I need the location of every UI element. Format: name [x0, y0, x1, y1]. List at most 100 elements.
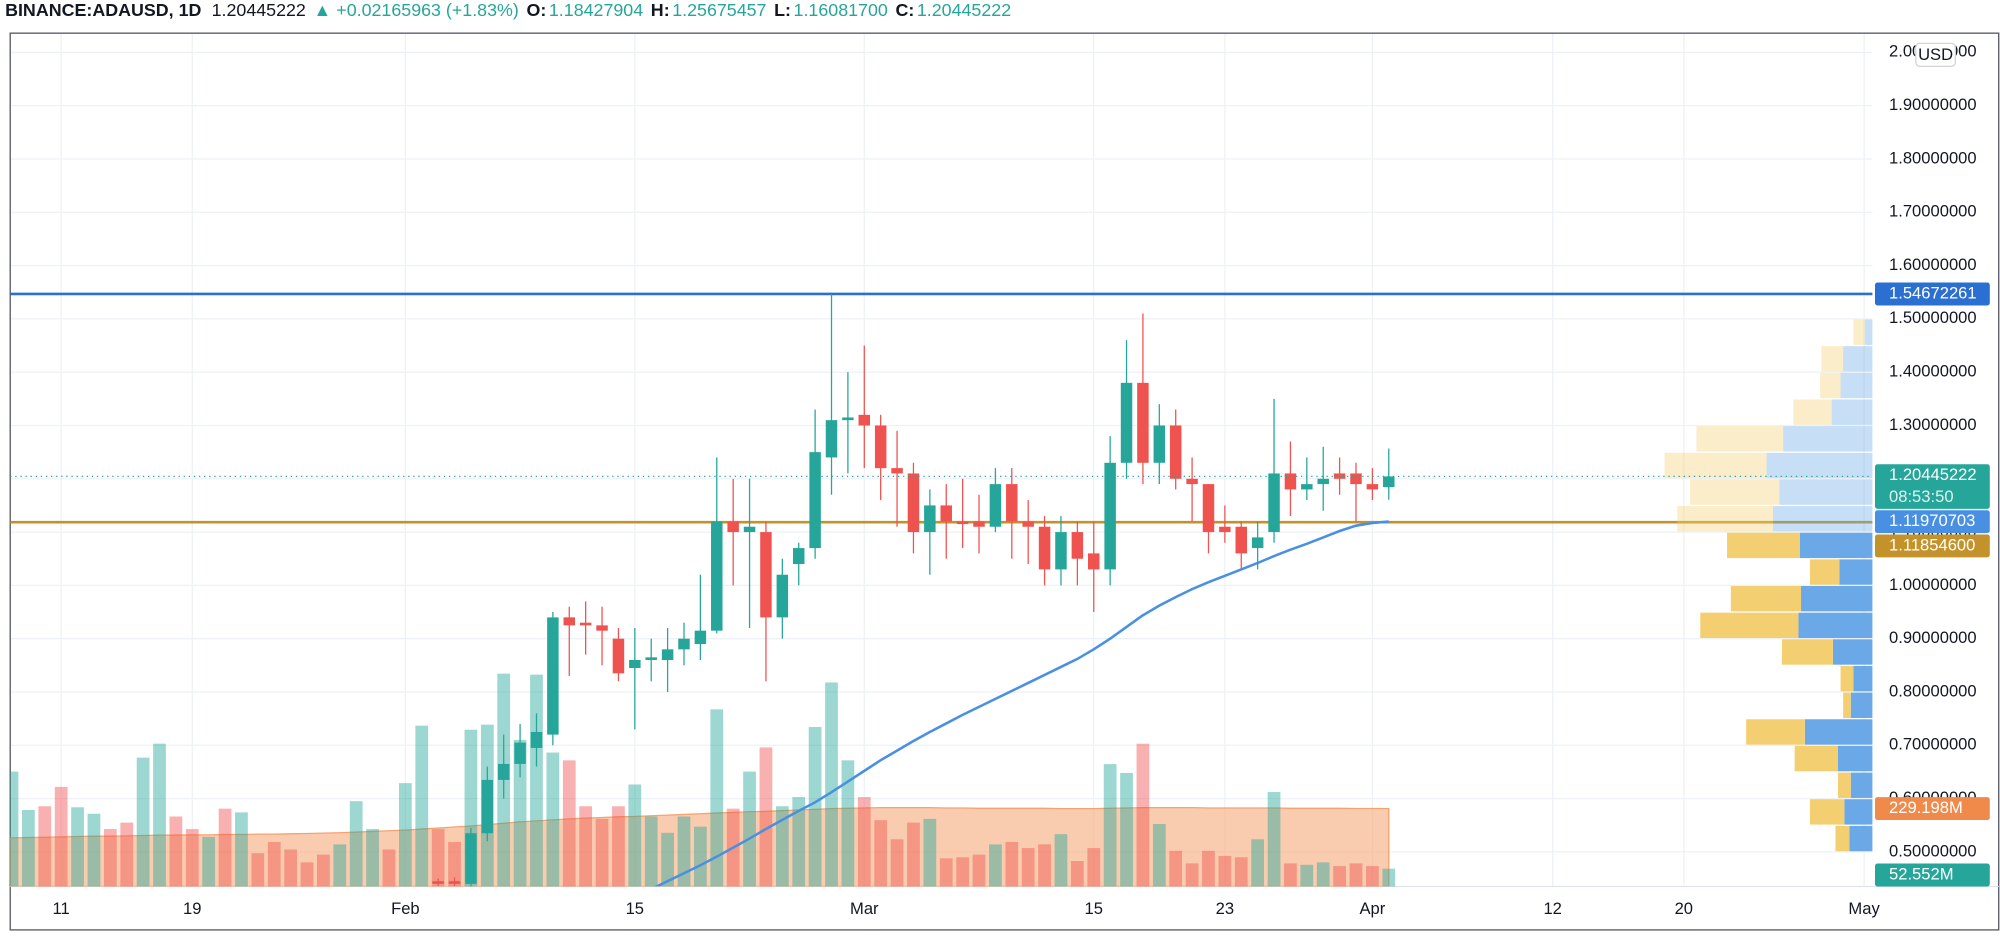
last-price: 1.20445222: [212, 0, 306, 20]
y-tick-label: 0.90000000: [1889, 628, 1977, 647]
profile-up: [1783, 426, 1873, 452]
x-tick-label: Mar: [850, 899, 879, 918]
volume-bar: [562, 760, 576, 887]
profile-up: [1766, 452, 1873, 479]
candle-body: [1350, 473, 1362, 485]
volume-bar: [1366, 866, 1379, 887]
candle-body: [612, 638, 625, 674]
ohlc-value: 1.20445222: [917, 0, 1011, 20]
profile-up: [1838, 745, 1873, 772]
price-tag-bg: [1875, 464, 1990, 509]
volume-bar: [54, 786, 68, 887]
y-tick-label: 1.70000000: [1889, 202, 1977, 221]
candle-body: [973, 521, 985, 527]
profile-down: [1664, 452, 1767, 479]
volume-bar: [1202, 850, 1215, 887]
volume-bar: [1349, 863, 1363, 887]
volume-bar: [398, 783, 412, 887]
volume-bar: [841, 760, 855, 887]
volume-bar: [431, 829, 445, 887]
price-tag: 1.20445222 08:53:50: [1875, 464, 1990, 509]
price-tag: 1.54672261: [1875, 282, 1990, 306]
volume-bar: [710, 709, 724, 887]
ohlc-key: O:: [527, 0, 547, 20]
candle-body: [1137, 382, 1149, 463]
volume-bar: [612, 806, 625, 887]
volume-bar: [87, 813, 101, 887]
price-tag: 52.552M: [1875, 863, 1990, 887]
price-tag-bg: [1875, 534, 1990, 558]
candle-body: [1153, 425, 1166, 463]
profile-up: [1779, 479, 1873, 505]
profile-up: [1864, 319, 1873, 345]
profile-down: [1809, 799, 1845, 825]
volume-bar: [808, 727, 822, 887]
candle-body: [678, 638, 690, 650]
candle-body: [1301, 484, 1313, 490]
x-tick-label: 15: [626, 899, 644, 918]
currency-label: USD: [1918, 45, 1953, 64]
price-tag-text: 229.198M: [1889, 798, 1963, 817]
ma-line: [653, 520, 1389, 887]
candle-body: [956, 521, 969, 525]
y-tick-label: 1.00000000: [1889, 575, 1977, 594]
volume-bar: [1152, 823, 1166, 887]
candle-body: [1202, 484, 1215, 533]
y-tick-label: 1.30000000: [1889, 415, 1977, 434]
price-tag-text: 1.11970703: [1889, 511, 1975, 530]
volume-bar: [1267, 791, 1281, 887]
y-tick-label: 0.70000000: [1889, 735, 1977, 754]
profile-up: [1849, 825, 1873, 852]
volume-bar: [71, 807, 84, 887]
change-arrow: ▲: [314, 0, 332, 20]
candle-body: [481, 779, 494, 834]
grid: [10, 33, 1873, 887]
price-tag-text: 1.54672261: [1889, 283, 1977, 302]
candle-body: [858, 414, 871, 426]
volume-bar: [1120, 772, 1133, 887]
profile-up: [1804, 719, 1873, 745]
profile-down: [1793, 399, 1832, 425]
y-tick-label: 1.80000000: [1889, 148, 1977, 167]
volume-ma-area: [10, 806, 1390, 887]
candle-body: [727, 521, 739, 533]
volume-bar: [939, 858, 953, 887]
volume-bar: [202, 836, 216, 887]
candle-body: [907, 473, 920, 533]
profile-up: [1839, 559, 1873, 585]
candle-body: [629, 660, 641, 668]
volume-bar: [972, 854, 986, 887]
price-tag-bg: [1875, 510, 1990, 534]
volume-bar: [415, 725, 429, 887]
price-tag: 1.11854600: [1875, 534, 1990, 558]
volume-bar: [595, 818, 609, 887]
candle-body: [465, 833, 477, 884]
change: +0.02165963 (+1.83%): [336, 0, 519, 20]
volume-bar: [251, 853, 265, 887]
candle-body: [711, 521, 723, 631]
profile-up: [1843, 346, 1873, 372]
volume-bar: [284, 849, 298, 887]
volume-bar: [103, 829, 117, 887]
candle-body: [563, 617, 575, 626]
price-tag-text: 1.20445222: [1889, 465, 1977, 484]
volume-bar: [267, 841, 281, 887]
x-tick-label: 11: [53, 899, 70, 918]
volume-bar: [235, 812, 248, 887]
x-tick-label: 12: [1543, 899, 1561, 918]
ohlc-key: L:: [774, 0, 791, 20]
volume-bar: [10, 771, 19, 887]
volume-bar: [366, 829, 379, 887]
volume-bar: [1103, 764, 1117, 887]
x-tick-label: Feb: [391, 899, 420, 918]
volume-bar: [349, 801, 363, 887]
volume-bar: [382, 849, 396, 887]
candle-body: [842, 417, 854, 421]
volume-bar: [530, 674, 543, 887]
volume-bar: [185, 829, 199, 887]
volume-bar: [300, 862, 314, 887]
volume-bar: [218, 808, 232, 887]
volume-bar: [1316, 862, 1330, 887]
profile-up: [1772, 506, 1873, 532]
